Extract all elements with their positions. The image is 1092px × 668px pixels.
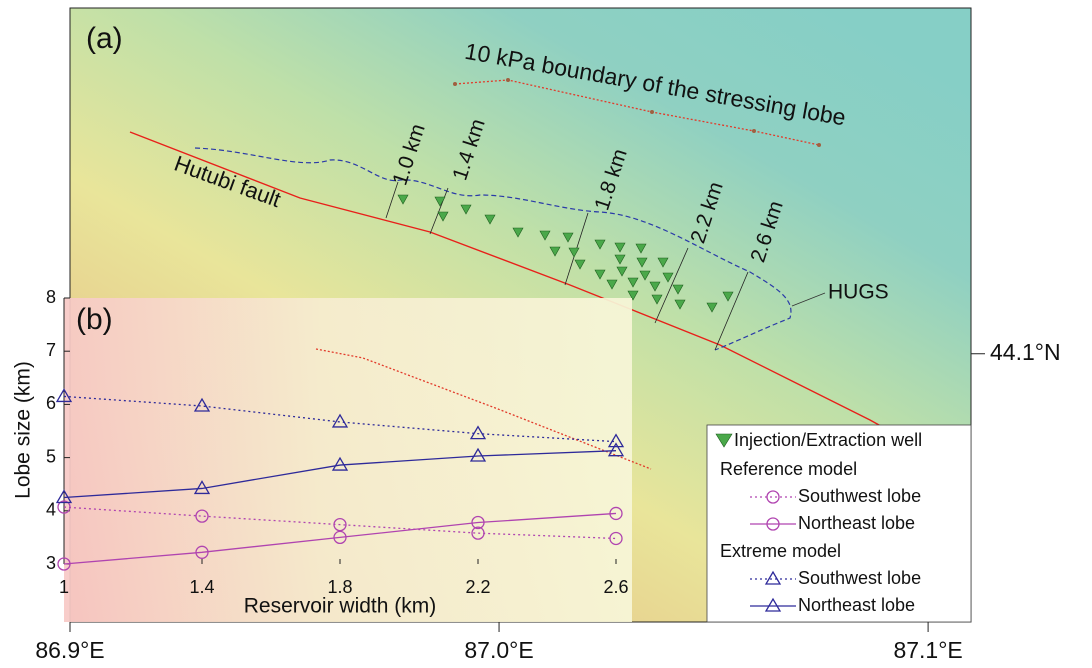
panel-label: (a) xyxy=(86,22,123,55)
x-tick-label: 1.8 xyxy=(327,577,352,597)
legend-label: Injection/Extraction well xyxy=(734,430,922,450)
y-tick-label: 44.1°N xyxy=(990,339,1061,365)
y-tick-label: 4 xyxy=(46,500,56,520)
legend-label: Northeast lobe xyxy=(798,513,915,533)
x-tick-label: 1.4 xyxy=(189,577,214,597)
y-axis-label: Lobe size (km) xyxy=(12,361,35,499)
y-tick-label: 7 xyxy=(46,340,56,360)
legend-group-title: Extreme model xyxy=(720,541,841,561)
x-tick-label: 2.2 xyxy=(465,577,490,597)
y-tick-label: 6 xyxy=(46,393,56,413)
legend-label: Southwest lobe xyxy=(798,486,921,506)
x-tick-label: 2.6 xyxy=(603,577,628,597)
y-tick-label: 8 xyxy=(46,287,56,307)
y-tick-label: 5 xyxy=(46,446,56,466)
x-tick-label: 87.0°E xyxy=(464,637,533,663)
legend-group-title: Reference model xyxy=(720,459,857,479)
legend-label: Southwest lobe xyxy=(798,568,921,588)
y-tick-label: 3 xyxy=(46,553,56,573)
x-tick-label: 86.9°E xyxy=(35,637,104,663)
x-axis-label: Reservoir width (km) xyxy=(244,595,437,618)
chart-title: (b) xyxy=(76,303,113,336)
x-tick-label: 1 xyxy=(59,577,69,597)
site-label: HUGS xyxy=(828,281,889,304)
x-tick-label: 87.1°E xyxy=(893,637,962,663)
figure: (a) 10 kPa boundary of the stressing lob… xyxy=(0,0,1092,668)
legend-label: Northeast lobe xyxy=(798,595,915,615)
inset-background xyxy=(64,298,632,622)
